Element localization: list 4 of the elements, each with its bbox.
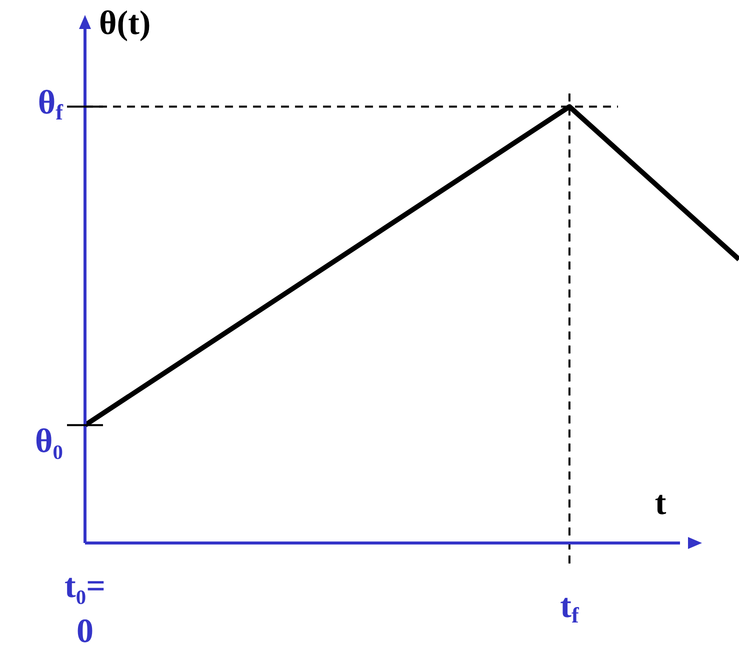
x-axis-title: t <box>654 484 667 522</box>
annotation: θ₀ <box>35 422 64 460</box>
x-tick-label: t₀=0 <box>64 568 106 650</box>
y-axis-title: θ(t) <box>99 4 151 42</box>
